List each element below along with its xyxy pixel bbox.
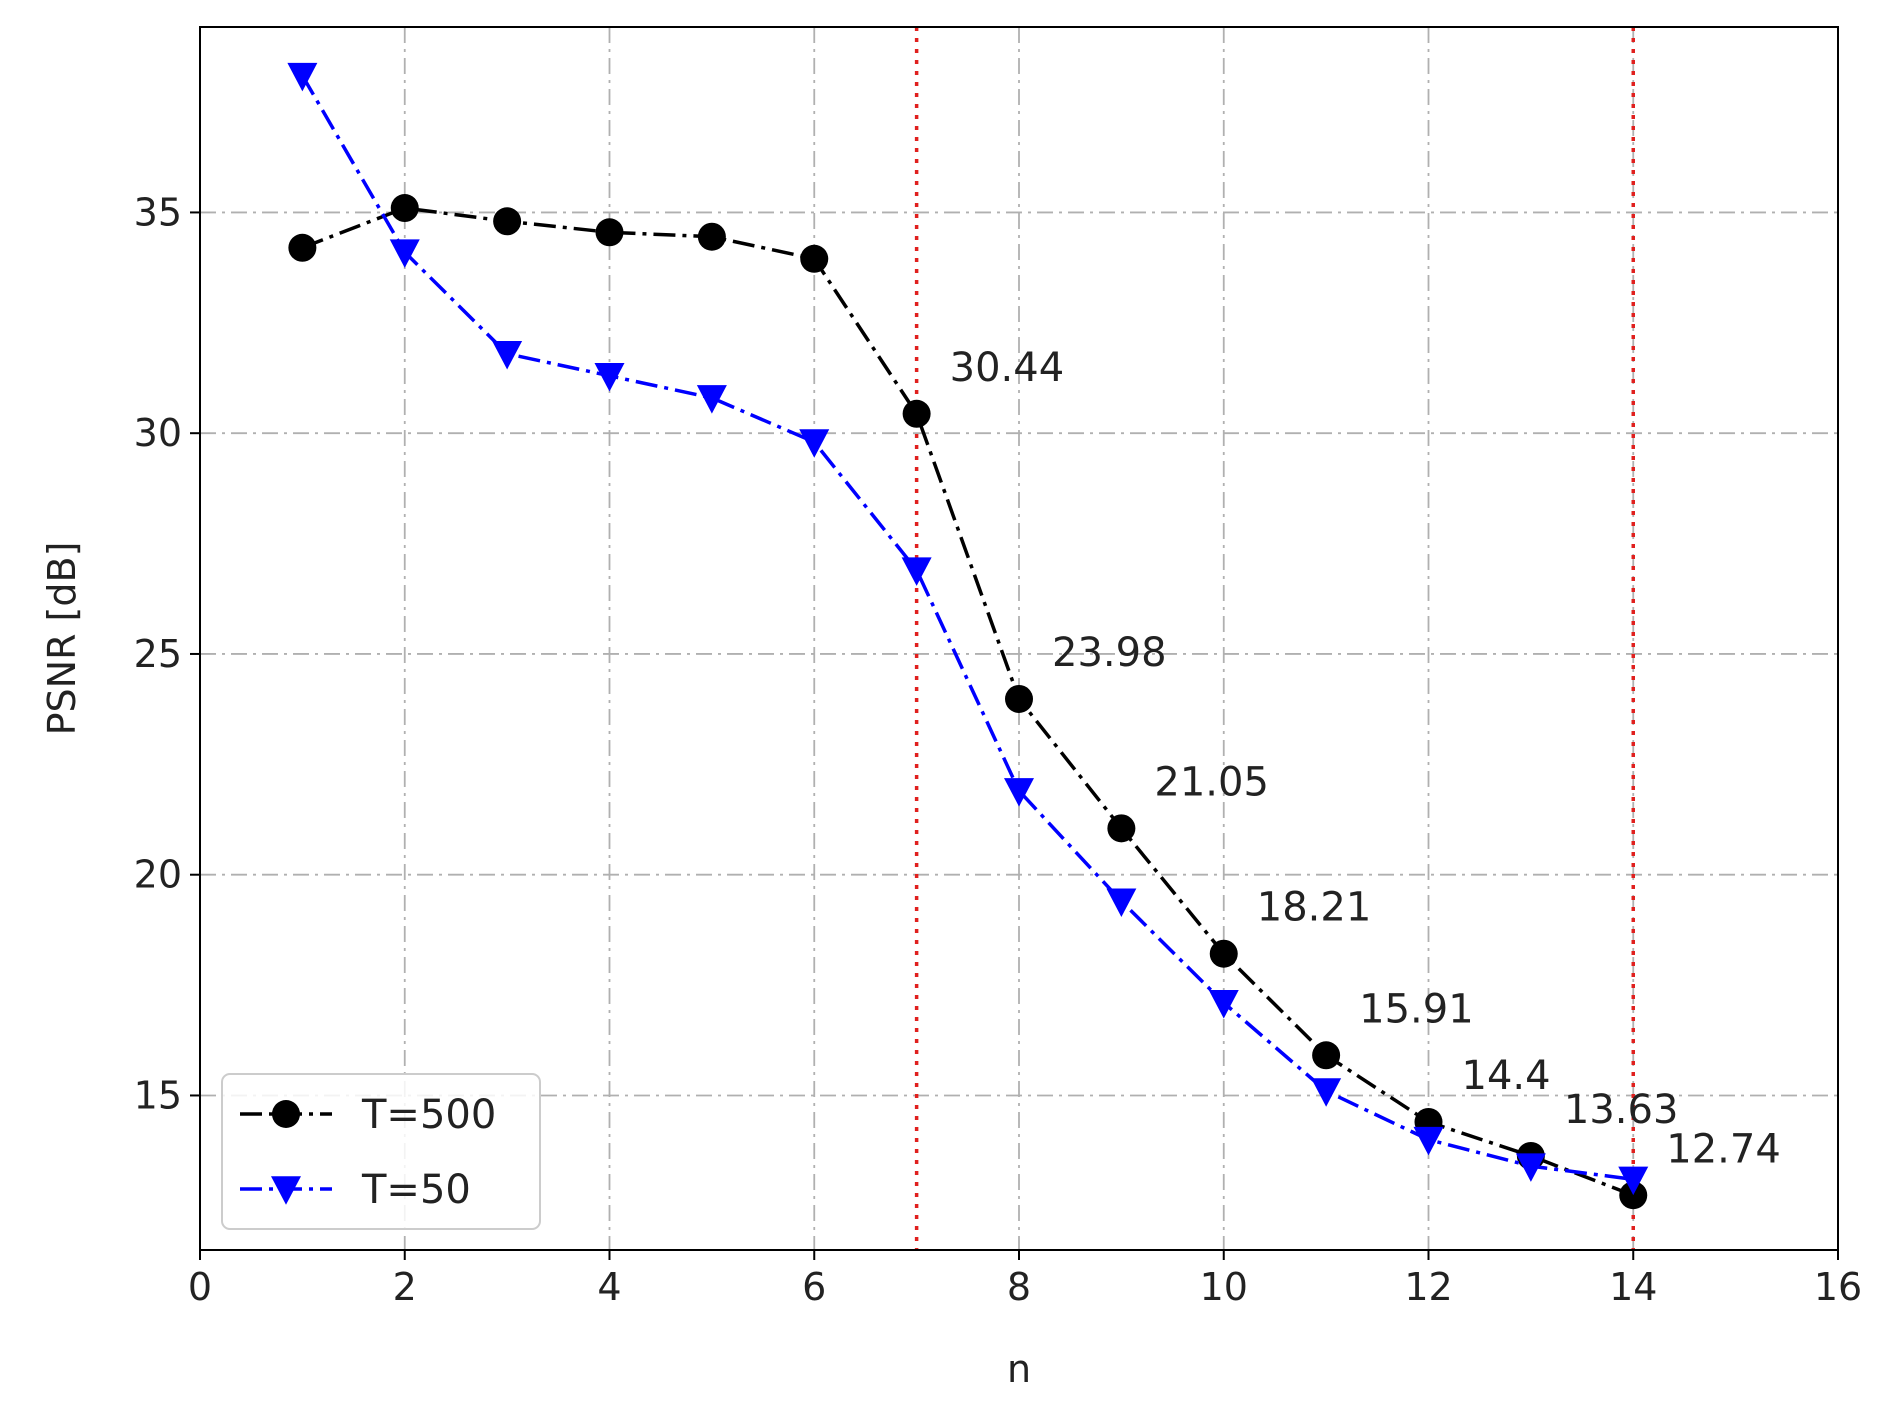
x-tick-label: 10: [1200, 1265, 1248, 1309]
data-point-circle: [288, 233, 317, 262]
legend-item: T=500: [240, 1092, 496, 1138]
legend: T=500 T=50: [221, 1073, 541, 1230]
data-label: 21.05: [1154, 759, 1269, 805]
data-point-triangle: [1106, 888, 1137, 917]
x-tick-label: 2: [393, 1265, 417, 1309]
x-tick-label: 0: [188, 1265, 212, 1309]
data-point-circle: [1209, 939, 1238, 968]
data-point-triangle: [799, 429, 830, 458]
data-label: 30.44: [950, 345, 1065, 391]
y-tick-label: 25: [134, 632, 182, 676]
y-axis-label: PSNR [dB]: [40, 542, 84, 736]
data-label: 15.91: [1359, 986, 1474, 1032]
x-axis-label: n: [1007, 1347, 1031, 1391]
legend-label: T=50: [361, 1167, 471, 1213]
data-label: 13.63: [1564, 1087, 1679, 1133]
data-label: 14.4: [1462, 1053, 1551, 1099]
y-tick-label: 30: [134, 411, 182, 455]
data-label: 23.98: [1052, 630, 1167, 676]
series-group: [288, 194, 1648, 1210]
data-point-triangle: [389, 239, 420, 268]
data-point-circle: [800, 244, 829, 273]
data-point-circle: [493, 207, 522, 236]
series-line: [300, 74, 1634, 1182]
data-point-circle: [1005, 684, 1033, 713]
data-point-triangle: [696, 385, 727, 414]
data-label: 18.21: [1257, 885, 1372, 931]
legend-marker: [271, 1176, 301, 1205]
data-point-triangle: [1413, 1126, 1444, 1156]
data-point-triangle: [492, 340, 523, 370]
data-point-triangle: [1311, 1078, 1342, 1107]
legend-marker: [272, 1100, 300, 1128]
y-tick-label: 15: [134, 1073, 182, 1117]
x-tick-label: 6: [802, 1265, 826, 1309]
legend-item: T=50: [240, 1167, 471, 1213]
data-point-triangle: [1618, 1166, 1649, 1196]
data-label: 12.74: [1666, 1126, 1781, 1172]
series-line: [301, 206, 1634, 1197]
data-point-circle: [697, 222, 726, 251]
x-tick-label: 14: [1609, 1265, 1657, 1309]
x-tick-label: 8: [1007, 1265, 1031, 1309]
data-point-circle: [1107, 814, 1136, 843]
data-point-triangle: [1208, 990, 1239, 1019]
series: [287, 62, 1649, 1210]
data-point-triangle: [901, 557, 932, 586]
data-point-triangle: [287, 62, 318, 92]
x-tick-label: 12: [1404, 1265, 1452, 1309]
x-tick-label: 16: [1814, 1265, 1862, 1309]
y-tick-label: 20: [134, 853, 182, 897]
data-point-triangle: [1515, 1153, 1546, 1182]
data-point-circle: [902, 399, 931, 428]
series-group: [287, 62, 1649, 1196]
data-point-triangle: [1004, 778, 1034, 807]
data-point-circle: [390, 194, 419, 223]
data-point-circle: [1312, 1041, 1341, 1070]
legend-label: T=500: [361, 1092, 496, 1138]
y-tick-label: 35: [134, 190, 182, 234]
data-point-circle: [1619, 1181, 1648, 1210]
grid: [200, 27, 1838, 1250]
axis-ticks: 0 2 4 6 8 10 12 14 16 15 20 25 30 35: [134, 190, 1863, 1309]
data-point-circle: [595, 218, 624, 247]
x-tick-label: 4: [597, 1265, 621, 1309]
data-point-triangle: [594, 363, 625, 392]
